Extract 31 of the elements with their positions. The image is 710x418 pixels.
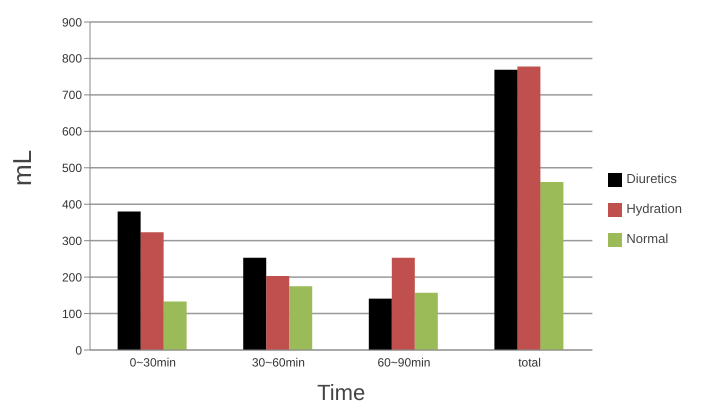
bar — [540, 182, 564, 350]
y-tick-label: 900 — [62, 15, 82, 30]
bar — [164, 302, 187, 350]
y-tick-label: 200 — [62, 270, 82, 284]
y-tick-label: 800 — [62, 52, 82, 66]
legend-label: Diuretics — [626, 171, 677, 186]
bar — [414, 292, 438, 350]
x-tick-label: 0~30min — [130, 356, 176, 370]
bar — [494, 70, 518, 350]
y-tick-label: 500 — [62, 161, 82, 176]
legend-label: Normal — [626, 231, 668, 246]
bar — [266, 276, 290, 350]
y-tick-label: 400 — [62, 197, 82, 212]
bar — [118, 212, 141, 350]
x-axis-title: Time — [317, 380, 366, 405]
bar — [517, 66, 540, 350]
bar — [392, 258, 415, 350]
y-tick-label: 600 — [62, 124, 82, 139]
bar — [243, 258, 266, 350]
x-tick-label: total — [518, 356, 541, 370]
x-tick-label: 30~60min — [252, 356, 305, 370]
bar — [289, 286, 312, 350]
y-tick-label: 700 — [62, 88, 82, 102]
y-tick-label: 300 — [62, 234, 82, 248]
y-tick-label: 100 — [62, 306, 82, 321]
bar — [140, 232, 164, 350]
y-tick-label: 0 — [75, 343, 82, 358]
bar — [368, 298, 392, 350]
y-axis-title: mL — [7, 150, 38, 186]
legend-label: Hydration — [626, 201, 682, 216]
x-tick-label: 60~90min — [377, 356, 430, 370]
